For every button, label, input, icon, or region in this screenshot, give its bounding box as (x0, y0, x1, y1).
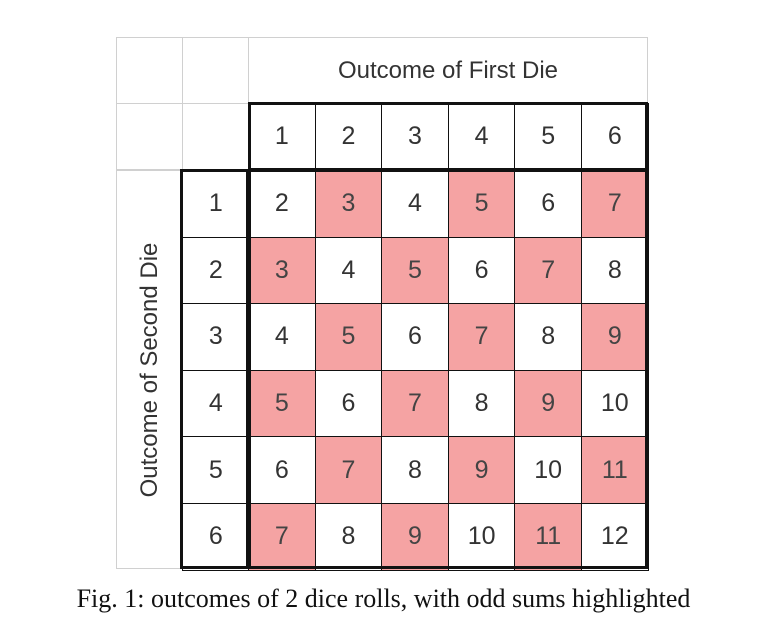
sum-cell-odd: 5 (381, 236, 449, 305)
sum-cell-even: 10 (514, 436, 582, 504)
sum-cell-odd: 5 (314, 303, 383, 371)
sum-cell-odd: 9 (381, 503, 449, 571)
sum-cell-even: 4 (314, 236, 383, 305)
sum-cell-odd: 11 (581, 436, 649, 504)
row-axis-title: Outcome of Second Die (135, 242, 163, 497)
row-header-cell: 4 (182, 369, 250, 438)
sum-cell-odd: 11 (514, 503, 582, 571)
sum-cell-odd: 9 (447, 436, 516, 504)
row-header-cell: 5 (182, 436, 250, 504)
sum-cell-even: 6 (314, 369, 383, 438)
row-header-cell: 6 (182, 503, 250, 571)
row-header-cell: 2 (182, 236, 250, 305)
column-header-cell: 4 (447, 103, 516, 171)
sum-cell-odd: 7 (381, 369, 449, 438)
sum-cell-even: 8 (581, 236, 649, 305)
corner-cell (182, 37, 249, 104)
sum-cell-odd: 3 (314, 170, 383, 238)
sum-cell-even: 4 (248, 303, 316, 371)
sum-cell-even: 2 (248, 170, 316, 238)
column-header-cell: 2 (314, 103, 383, 171)
sum-cell-odd: 7 (314, 436, 383, 504)
corner-cell (116, 103, 183, 170)
corner-cell (182, 103, 249, 170)
sum-cell-even: 8 (447, 369, 516, 438)
sum-cell-even: 10 (447, 503, 516, 571)
sum-cell-even: 8 (381, 436, 449, 504)
sum-cell-odd: 3 (248, 236, 316, 305)
sum-cell-odd: 5 (248, 369, 316, 438)
sum-cell-odd: 5 (447, 170, 516, 238)
sum-cell-odd: 9 (514, 369, 582, 438)
column-header-cell: 6 (581, 103, 649, 171)
sum-cell-even: 8 (514, 303, 582, 371)
column-axis-title: Outcome of First Die (248, 37, 648, 103)
column-header-cell: 3 (381, 103, 449, 171)
sum-cell-even: 4 (381, 170, 449, 238)
sum-cell-odd: 9 (581, 303, 649, 371)
sum-cell-odd: 7 (514, 236, 582, 305)
corner-cell (116, 37, 183, 104)
figure-caption: Fig. 1: outcomes of 2 dice rolls, with o… (76, 584, 691, 613)
column-header-cell: 5 (514, 103, 582, 171)
sum-cell-even: 12 (581, 503, 649, 571)
row-header-cell: 1 (182, 170, 250, 238)
sum-cell-odd: 7 (447, 303, 516, 371)
sum-cell-even: 6 (248, 436, 316, 504)
row-header-cell: 3 (182, 303, 250, 371)
sum-cell-odd: 7 (581, 170, 649, 238)
sum-cell-even: 8 (314, 503, 383, 571)
sum-cell-even: 6 (381, 303, 449, 371)
sum-cell-odd: 7 (248, 503, 316, 571)
column-header-cell: 1 (248, 103, 316, 171)
sum-cell-even: 10 (581, 369, 649, 438)
sum-cell-even: 6 (514, 170, 582, 238)
sum-cell-even: 6 (447, 236, 516, 305)
row-axis-title-box: Outcome of Second Die (116, 170, 182, 569)
